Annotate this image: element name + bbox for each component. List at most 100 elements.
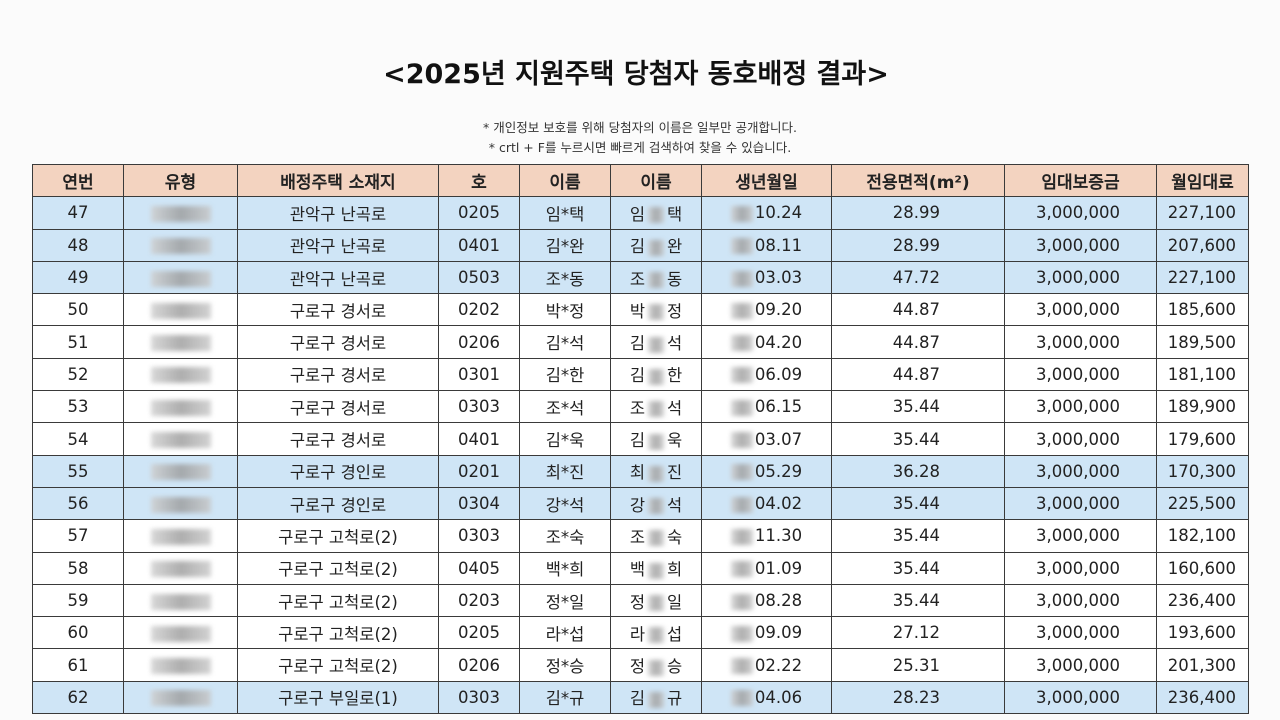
deposit: 3,000,000 (1004, 454, 1157, 488)
housing-type (123, 680, 238, 715)
row-number: 62 (32, 680, 124, 715)
name-last: 숙 (667, 527, 683, 547)
birth-visible: 08.28 (754, 591, 803, 610)
address: 구로구 경서로 (237, 422, 439, 456)
deposit: 3,000,000 (1004, 260, 1157, 295)
unit: 0205 (438, 196, 520, 230)
column-header: 이름 (610, 163, 702, 198)
housing-type (123, 648, 238, 682)
column-header: 이름 (519, 163, 611, 198)
row-number: 53 (32, 390, 124, 424)
housing-type (123, 519, 238, 553)
masked-name: 김*석 (519, 325, 611, 359)
housing-type (123, 260, 238, 295)
blurred-text (730, 205, 753, 222)
unit: 0203 (438, 583, 520, 618)
monthly-rent: 160,600 (1156, 551, 1249, 585)
masked-name: 조*숙 (519, 519, 611, 553)
table-row: 59 구로구 고척로(2) 0203 정*일 정 일 08.28 35.44 3,000,000… (32, 583, 1249, 618)
blurred-text (150, 335, 211, 352)
name-first: 정 (629, 592, 645, 612)
row-number: 55 (32, 454, 124, 488)
area: 28.99 (831, 228, 1005, 262)
blurred-text (150, 690, 211, 707)
birth-visible: 08.11 (754, 235, 803, 255)
blurred-text (648, 401, 664, 418)
blurred-text (730, 528, 753, 545)
unit: 0503 (438, 260, 520, 295)
name-first: 박 (629, 301, 645, 321)
name-last: 섭 (667, 624, 683, 644)
blurred-text (648, 595, 664, 611)
name-first: 김 (629, 334, 645, 354)
row-number: 50 (32, 293, 124, 327)
name-first: 김 (629, 237, 645, 257)
birth-date: 08.28 (701, 583, 832, 618)
unit: 0205 (438, 616, 520, 650)
table-row: 60 구로구 고척로(2) 0205 라*섭 라 섭 09.09 27.12 3,000,000… (32, 616, 1249, 650)
birth-visible: 04.02 (754, 494, 803, 514)
row-number: 58 (32, 551, 124, 585)
name-last: 희 (667, 560, 683, 580)
blurred-text (648, 562, 664, 579)
name-first: 김 (629, 366, 645, 386)
name-last: 석 (667, 334, 683, 354)
area: 35.44 (831, 583, 1005, 618)
area: 47.72 (831, 260, 1005, 295)
table-row: 61 구로구 고척로(2) 0206 정*승 정 승 02.22 25.31 3,000,000… (32, 648, 1249, 682)
header-row: 연번 유형 배정주택 소재지 호 이름 이름 생년월일 전용면적(m²) 임대보증금 월임대료 (32, 163, 1249, 198)
row-number: 57 (32, 519, 124, 553)
deposit: 3,000,000 (1004, 390, 1157, 424)
name-first: 조 (629, 269, 645, 289)
housing-type (123, 583, 238, 618)
monthly-rent: 207,600 (1156, 228, 1249, 262)
deposit: 3,000,000 (1004, 616, 1157, 650)
masked-name: 김*욱 (519, 422, 611, 456)
birth-visible: 09.20 (754, 300, 803, 320)
address: 구로구 고척로(2) (237, 583, 439, 618)
column-header: 전용면적(m²) (831, 163, 1005, 198)
address: 구로구 경서로 (237, 390, 439, 424)
blurred-text (730, 496, 753, 513)
blurred-text (648, 207, 664, 224)
birth-visible: 04.20 (754, 332, 803, 352)
blurred-text (648, 272, 664, 289)
deposit: 3,000,000 (1004, 196, 1157, 230)
birth-visible: 06.15 (754, 397, 803, 417)
column-header: 월임대료 (1156, 163, 1249, 198)
address: 구로구 고척로(2) (237, 648, 439, 682)
birth-date: 03.03 (701, 260, 832, 295)
birth-date: 05.29 (701, 454, 832, 488)
name-first: 백 (629, 560, 645, 580)
unit: 0303 (438, 519, 520, 553)
birth-date: 03.07 (701, 422, 832, 456)
birth-visible: 03.03 (754, 268, 803, 288)
monthly-rent: 189,900 (1156, 390, 1249, 424)
deposit: 3,000,000 (1004, 293, 1157, 327)
result-table: 연번 유형 배정주택 소재지 호 이름 이름 생년월일 전용면적(m²) 임대보증금 월임대료 4… (32, 163, 1249, 715)
row-number: 56 (32, 486, 124, 521)
column-header: 연번 (32, 163, 124, 198)
row-number: 49 (32, 260, 124, 295)
name-last: 진 (667, 463, 683, 483)
housing-type (123, 325, 238, 359)
monthly-rent: 225,500 (1156, 486, 1249, 521)
blurred-text (150, 205, 211, 222)
area: 36.28 (831, 454, 1005, 488)
monthly-rent: 236,400 (1156, 583, 1249, 618)
blurred-text (730, 561, 753, 578)
column-header: 유형 (123, 163, 238, 198)
housing-type (123, 357, 238, 392)
table-body: 47 관악구 난곡로 0205 임*택 임 택 10.24 28.99 3,000,000 227… (32, 196, 1249, 715)
area: 35.44 (831, 422, 1005, 456)
column-header: 배정주택 소재지 (237, 163, 439, 198)
unit: 0304 (438, 486, 520, 521)
birth-date: 09.20 (701, 293, 832, 327)
address: 관악구 난곡로 (237, 228, 439, 262)
birth-visible: 01.09 (754, 558, 803, 578)
blurred-text (150, 625, 211, 642)
